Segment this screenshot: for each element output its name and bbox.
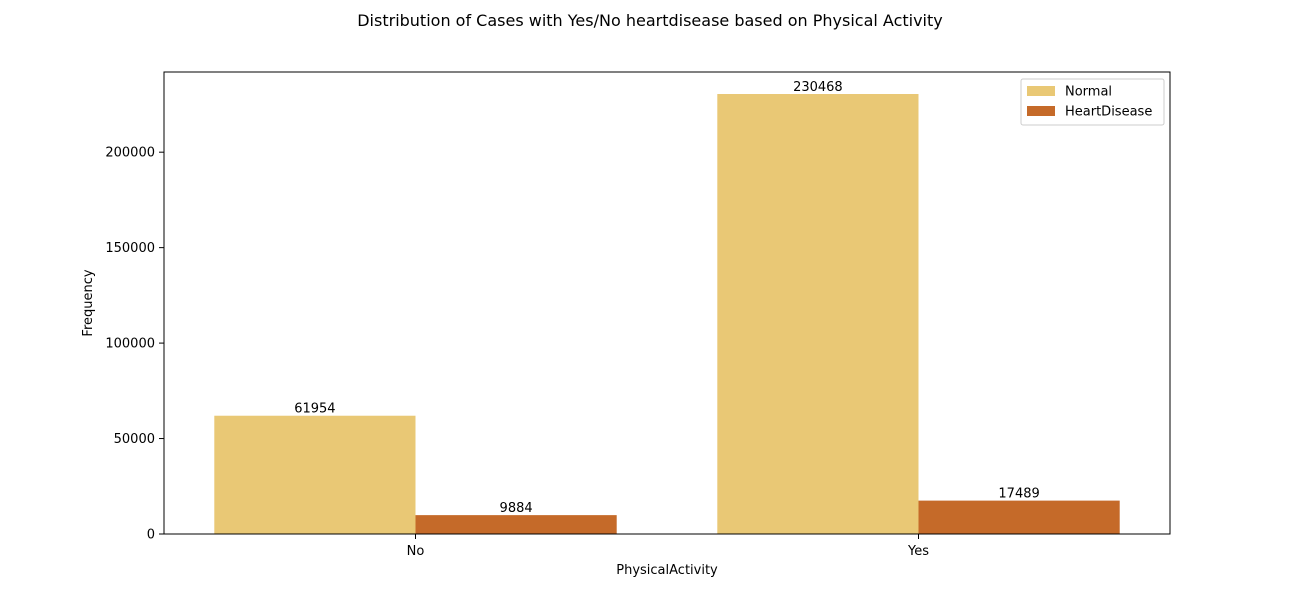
bar-normal-no xyxy=(214,415,416,534)
x-axis-label: PhysicalActivity xyxy=(616,563,718,578)
y-tick-label: 100000 xyxy=(105,337,155,352)
legend-label-heartdisease: HeartDisease xyxy=(1065,105,1152,120)
plot-area-frame xyxy=(163,71,1171,535)
chart-title: Distribution of Cases with Yes/No heartd… xyxy=(357,11,943,30)
bars-layer xyxy=(214,94,1120,535)
legend-box xyxy=(1020,78,1165,126)
bar-heartdisease-no xyxy=(415,515,617,534)
y-tick-label: 0 xyxy=(147,528,155,543)
x-tick-label: No xyxy=(407,544,425,559)
legend-label-normal: Normal xyxy=(1065,85,1112,100)
bar-heartdisease-yes xyxy=(918,500,1120,534)
data-label: 9884 xyxy=(500,501,533,516)
y-tick-label: 50000 xyxy=(114,432,155,447)
x-tick-label: Yes xyxy=(907,544,929,559)
data-label: 17489 xyxy=(998,487,1039,502)
y-axis: 0 50000 100000 150000 200000 xyxy=(105,146,164,543)
x-axis: No Yes xyxy=(407,534,929,559)
legend-swatch-heartdisease xyxy=(1027,106,1055,116)
y-tick-label: 200000 xyxy=(105,146,155,161)
data-label: 61954 xyxy=(294,402,335,417)
data-label: 230468 xyxy=(793,80,843,95)
legend-swatch-normal xyxy=(1027,86,1055,96)
data-labels-layer: 61954 9884 230468 17489 xyxy=(294,80,1040,516)
bar-normal-yes xyxy=(717,94,919,535)
y-axis-label: Frequency xyxy=(81,269,96,336)
legend: Normal HeartDisease xyxy=(1020,78,1165,126)
y-tick-label: 150000 xyxy=(105,241,155,256)
